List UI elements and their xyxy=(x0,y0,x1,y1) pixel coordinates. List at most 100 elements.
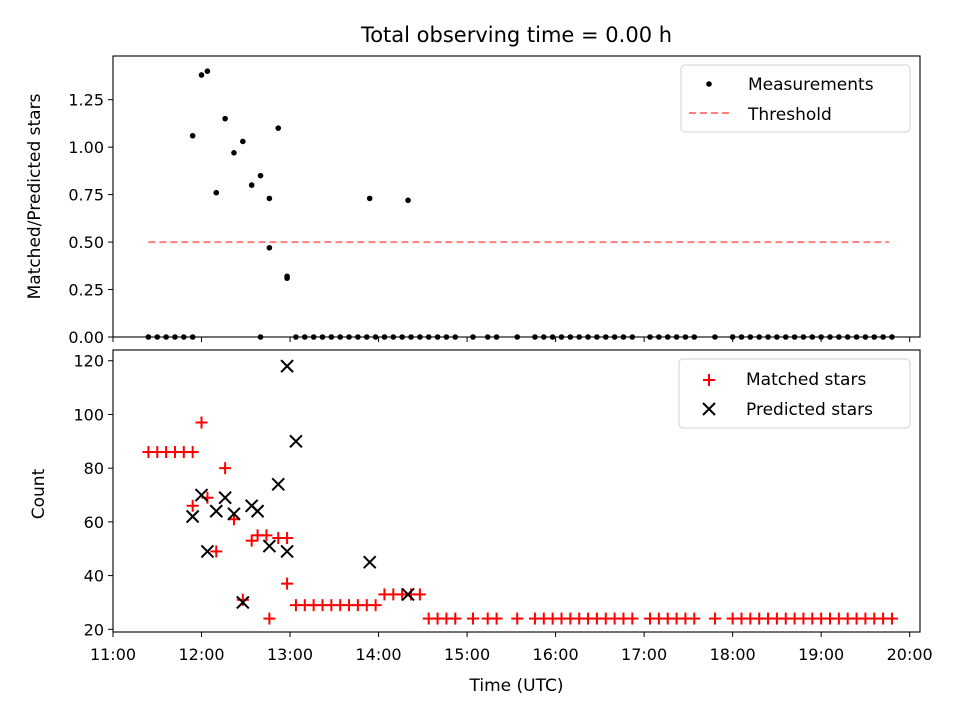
bottom-y-tick-label: 100 xyxy=(73,405,104,424)
measurement-point xyxy=(809,334,816,340)
predicted-stars-series xyxy=(185,359,415,610)
measurement-point xyxy=(231,150,237,156)
measurement-point xyxy=(844,334,851,340)
predicted-star-point xyxy=(280,544,294,559)
measurement-point xyxy=(729,334,736,340)
legend-matched-marker xyxy=(703,374,715,386)
top-chart-legend: Measurements Threshold xyxy=(680,64,911,133)
matched-star-point xyxy=(708,612,721,625)
top-y-tick-label: 1.00 xyxy=(68,138,104,157)
predicted-star-point xyxy=(236,595,250,610)
bottom-x-tick-label: 19:00 xyxy=(798,645,844,664)
predicted-star-point xyxy=(218,491,232,505)
measurement-point xyxy=(301,334,308,340)
bottom-chart-y-ticks: 20 40 60 80 100 120 xyxy=(73,352,113,639)
measurement-point xyxy=(248,182,255,188)
measurement-point xyxy=(408,334,414,340)
measurement-point xyxy=(782,334,789,340)
measurement-point xyxy=(204,68,211,74)
measurement-point xyxy=(594,334,600,340)
matched-star-point xyxy=(511,612,524,625)
measurement-point xyxy=(836,334,842,340)
measurement-point xyxy=(514,334,521,340)
top-chart-y-axis-label: Matched/Predicted stars xyxy=(25,93,45,299)
top-chart-y-ticks: 0.00 0.25 0.50 0.75 1.00 1.25 xyxy=(68,91,113,347)
measurement-point xyxy=(240,138,246,145)
measurement-point xyxy=(284,273,290,280)
measurement-point xyxy=(189,132,196,139)
measurement-point xyxy=(602,334,609,340)
measurement-point xyxy=(425,334,432,340)
measurement-point xyxy=(862,334,869,340)
top-chart-title: Total observing time = 0.00 h xyxy=(360,23,672,47)
predicted-star-point xyxy=(362,555,377,569)
measurement-point xyxy=(172,334,178,340)
measurement-point xyxy=(656,334,662,340)
top-y-tick-label: 0.25 xyxy=(68,281,104,300)
measurement-point xyxy=(198,72,205,78)
matched-star-point xyxy=(186,446,199,459)
measurement-point xyxy=(756,334,762,340)
bottom-chart-x-axis-label: Time (UTC) xyxy=(469,676,564,696)
matched-star-point xyxy=(263,612,276,625)
measurement-point xyxy=(664,334,671,340)
matched-star-point xyxy=(369,599,382,612)
bottom-y-tick-label: 80 xyxy=(84,459,104,478)
measurement-point xyxy=(470,334,476,340)
bottom-x-tick-label: 13:00 xyxy=(267,645,313,664)
bottom-x-tick-label: 14:00 xyxy=(356,645,402,664)
predicted-star-point xyxy=(401,587,415,602)
measurement-point xyxy=(181,334,187,340)
legend-measurements-label: Measurements xyxy=(748,75,874,95)
predicted-star-point xyxy=(250,504,265,518)
measurement-point xyxy=(405,197,411,204)
measurement-point xyxy=(366,195,373,202)
predicted-star-point xyxy=(209,504,223,518)
measurement-point xyxy=(774,334,780,340)
measurement-point xyxy=(791,334,798,340)
measurement-point xyxy=(154,334,161,340)
legend-predicted-marker xyxy=(702,402,716,416)
matched-star-point xyxy=(236,593,249,606)
top-y-tick-label: 1.25 xyxy=(68,91,104,110)
measurement-point xyxy=(484,334,491,340)
bottom-chart-axes: 20 40 60 80 100 120 11:00 12:00 13:00 14:00 15:00… xyxy=(29,349,933,696)
measurement-point xyxy=(293,334,299,340)
legend-threshold-label: Threshold xyxy=(747,105,832,125)
matched-star-point xyxy=(210,545,223,558)
measurement-point xyxy=(275,125,282,131)
measurement-point xyxy=(585,334,591,340)
matched-star-point xyxy=(281,577,294,590)
bottom-x-tick-label: 12:00 xyxy=(178,645,224,664)
measurement-point xyxy=(800,334,807,340)
measurement-point xyxy=(691,334,698,340)
measurement-point xyxy=(567,334,574,340)
measurement-point xyxy=(381,334,388,340)
bottom-x-tick-label: 17:00 xyxy=(621,645,667,664)
bottom-x-tick-label: 11:00 xyxy=(90,645,136,664)
measurement-point xyxy=(629,334,636,340)
matched-stars-series xyxy=(142,416,898,625)
matched-star-point xyxy=(413,588,426,601)
measurement-point xyxy=(390,334,397,340)
measurement-point xyxy=(549,334,556,340)
top-chart-axes: 0.00 0.25 0.50 0.75 1.00 1.25 Matched/Predict… xyxy=(25,55,921,347)
measurement-point xyxy=(328,334,335,340)
top-chart-x-ticks xyxy=(112,337,911,342)
matched-star-point xyxy=(466,612,479,625)
measurement-point xyxy=(871,334,878,340)
measurement-point xyxy=(540,334,547,340)
measurement-point xyxy=(399,334,405,340)
bottom-y-tick-label: 40 xyxy=(84,567,104,586)
legend-matched-label: Matched stars xyxy=(746,370,866,390)
bottom-x-tick-label: 15:00 xyxy=(444,645,490,664)
predicted-star-point xyxy=(185,509,200,524)
measurement-point xyxy=(532,334,538,340)
predicted-star-point xyxy=(262,539,277,553)
measurement-point xyxy=(257,334,264,340)
legend-predicted-label: Predicted stars xyxy=(746,400,873,420)
measurement-point xyxy=(620,334,627,340)
predicted-star-point xyxy=(280,359,294,373)
bottom-chart-x-ticks: 11:00 12:00 13:00 14:00 15:00 16:00 17:00 18:00… xyxy=(90,632,933,664)
